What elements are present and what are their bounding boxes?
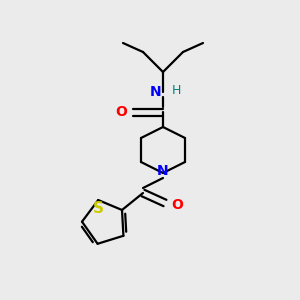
Text: N: N xyxy=(157,164,169,178)
Text: N: N xyxy=(150,85,162,99)
Text: O: O xyxy=(171,198,183,212)
Text: O: O xyxy=(115,105,127,119)
Text: S: S xyxy=(93,200,104,215)
Text: H: H xyxy=(171,83,181,97)
